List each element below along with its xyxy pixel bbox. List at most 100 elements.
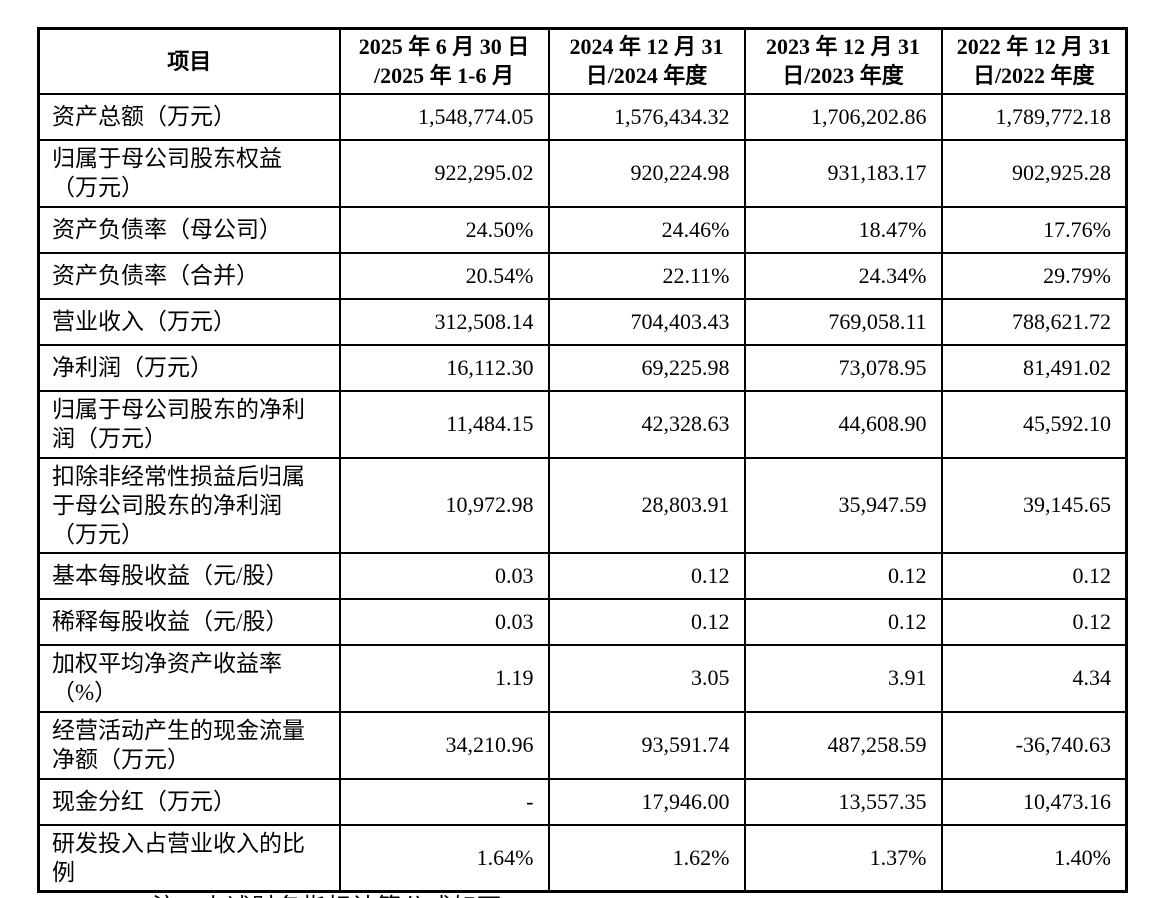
cell-value: 73,078.95 (743, 343, 943, 392)
cell-value: -36,740.63 (940, 710, 1128, 780)
cell-value: 17,946.00 (547, 777, 746, 826)
table-row-net-profit: 净利润（万元） 16,112.30 69,225.98 73,078.95 81… (37, 343, 1128, 392)
column-header-2022: 2022 年 12 月 31 日/2022 年度 (940, 27, 1128, 95)
cell-value: 28,803.91 (547, 456, 746, 554)
table-row-total-assets: 资产总额（万元） 1,548,774.05 1,576,434.32 1,706… (37, 92, 1128, 141)
header-line: /2025 年 1-6 月 (374, 63, 514, 89)
header-row: 项目 2025 年 6 月 30 日 /2025 年 1-6 月 2024 年 … (37, 27, 1128, 95)
row-label: 加权平均净资产收益率（%） (37, 643, 341, 713)
table-row-debt-ratio-parent: 资产负债率（母公司） 24.50% 24.46% 18.47% 17.76% (37, 205, 1128, 254)
row-label: 归属于母公司股东的净利润（万元） (37, 389, 341, 459)
cell-value: 1.62% (547, 823, 746, 893)
table-row-weighted-roe: 加权平均净资产收益率（%） 1.19 3.05 3.91 4.34 (37, 643, 1128, 713)
cell-value: 3.91 (743, 643, 943, 713)
column-header-2023: 2023 年 12 月 31 日/2023 年度 (743, 27, 943, 95)
cell-value: 39,145.65 (940, 456, 1128, 554)
cell-value: 34,210.96 (338, 710, 550, 780)
header-line: 项目 (167, 48, 212, 74)
cell-value: 1.64% (338, 823, 550, 893)
column-header-2025: 2025 年 6 月 30 日 /2025 年 1-6 月 (338, 27, 550, 95)
row-label: 归属于母公司股东权益（万元） (37, 138, 341, 208)
row-label: 资产负债率（母公司） (37, 205, 341, 254)
table-row-cash-dividend: 现金分红（万元） - 17,946.00 13,557.35 10,473.16 (37, 777, 1128, 826)
column-header-item: 项目 (37, 27, 341, 95)
cell-value: 931,183.17 (743, 138, 943, 208)
row-label: 扣除非经常性损益后归属于母公司股东的净利润（万元） (37, 456, 341, 554)
cell-value: 4.34 (940, 643, 1128, 713)
cell-value: 24.50% (338, 205, 550, 254)
cell-value: 0.12 (547, 551, 746, 600)
cell-value: 1.19 (338, 643, 550, 713)
cell-value: 20.54% (338, 251, 550, 300)
table-row-operating-revenue: 营业收入（万元） 312,508.14 704,403.43 769,058.1… (37, 297, 1128, 346)
row-label: 基本每股收益（元/股） (37, 551, 341, 600)
header-line: 2022 年 12 月 31 (956, 34, 1111, 60)
cell-value: 0.12 (940, 597, 1128, 646)
row-label: 资产总额（万元） (37, 92, 341, 141)
cell-value: 17.76% (940, 205, 1128, 254)
cell-value: 0.12 (743, 551, 943, 600)
cell-value: 18.47% (743, 205, 943, 254)
header-line: 日/2023 年度 (782, 63, 904, 89)
cell-value: 0.12 (743, 597, 943, 646)
row-label: 稀释每股收益（元/股） (37, 597, 341, 646)
cell-value: 0.12 (547, 597, 746, 646)
cell-value: 45,592.10 (940, 389, 1128, 459)
header-line: 日/2022 年度 (972, 63, 1095, 89)
table-row-parent-equity: 归属于母公司股东权益（万元） 922,295.02 920,224.98 931… (37, 138, 1128, 208)
cell-value: 81,491.02 (940, 343, 1128, 392)
row-label: 资产负债率（合并） (37, 251, 341, 300)
cell-value: 10,473.16 (940, 777, 1128, 826)
cell-value: 10,972.98 (338, 456, 550, 554)
header-line: 2023 年 12 月 31 (765, 34, 920, 60)
cell-value: 920,224.98 (547, 138, 746, 208)
cell-value: 29.79% (940, 251, 1128, 300)
cell-value: 0.03 (338, 551, 550, 600)
cell-value: 42,328.63 (547, 389, 746, 459)
cell-value: 11,484.15 (338, 389, 550, 459)
cell-value: 312,508.14 (338, 297, 550, 346)
cell-value: 3.05 (547, 643, 746, 713)
table-row-net-profit-parent: 归属于母公司股东的净利润（万元） 11,484.15 42,328.63 44,… (37, 389, 1128, 459)
cell-value: 22.11% (547, 251, 746, 300)
cell-value: 35,947.59 (743, 456, 943, 554)
cell-value: 487,258.59 (743, 710, 943, 780)
table-row-rd-ratio: 研发投入占营业收入的比例 1.64% 1.62% 1.37% 1.40% (37, 823, 1128, 893)
cell-value: - (338, 777, 550, 826)
table-row-basic-eps: 基本每股收益（元/股） 0.03 0.12 0.12 0.12 (37, 551, 1128, 600)
cell-value: 13,557.35 (743, 777, 943, 826)
row-label: 净利润（万元） (37, 343, 341, 392)
column-header-2024: 2024 年 12 月 31 日/2024 年度 (547, 27, 746, 95)
cell-value: 16,112.30 (338, 343, 550, 392)
cell-value: 1,789,772.18 (940, 92, 1128, 141)
cell-value: 93,591.74 (547, 710, 746, 780)
row-label: 经营活动产生的现金流量净额（万元） (37, 710, 341, 780)
footnote: 注：上述财务指标计算公式如下 (152, 887, 502, 898)
financial-summary-table: 项目 2025 年 6 月 30 日 /2025 年 1-6 月 2024 年 … (37, 27, 1128, 893)
table-row-net-profit-excl-nonrecurring: 扣除非经常性损益后归属于母公司股东的净利润（万元） 10,972.98 28,8… (37, 456, 1128, 554)
row-label: 现金分红（万元） (37, 777, 341, 826)
cell-value: 704,403.43 (547, 297, 746, 346)
cell-value: 0.03 (338, 597, 550, 646)
cell-value: 24.46% (547, 205, 746, 254)
row-label: 研发投入占营业收入的比例 (37, 823, 341, 893)
cell-value: 902,925.28 (940, 138, 1128, 208)
cell-value: 1.37% (743, 823, 943, 893)
header-line: 日/2024 年度 (585, 63, 708, 89)
row-label: 营业收入（万元） (37, 297, 341, 346)
cell-value: 1,706,202.86 (743, 92, 943, 141)
cell-value: 69,225.98 (547, 343, 746, 392)
cell-value: 922,295.02 (338, 138, 550, 208)
cell-value: 44,608.90 (743, 389, 943, 459)
cell-value: 1,548,774.05 (338, 92, 550, 141)
cell-value: 1,576,434.32 (547, 92, 746, 141)
cell-value: 769,058.11 (743, 297, 943, 346)
cell-value: 0.12 (940, 551, 1128, 600)
cell-value: 788,621.72 (940, 297, 1128, 346)
table-row-diluted-eps: 稀释每股收益（元/股） 0.03 0.12 0.12 0.12 (37, 597, 1128, 646)
table-row-operating-cash-flow: 经营活动产生的现金流量净额（万元） 34,210.96 93,591.74 48… (37, 710, 1128, 780)
table-row-debt-ratio-consolidated: 资产负债率（合并） 20.54% 22.11% 24.34% 29.79% (37, 251, 1128, 300)
cell-value: 24.34% (743, 251, 943, 300)
cell-value: 1.40% (940, 823, 1128, 893)
header-line: 2024 年 12 月 31 (569, 34, 724, 60)
